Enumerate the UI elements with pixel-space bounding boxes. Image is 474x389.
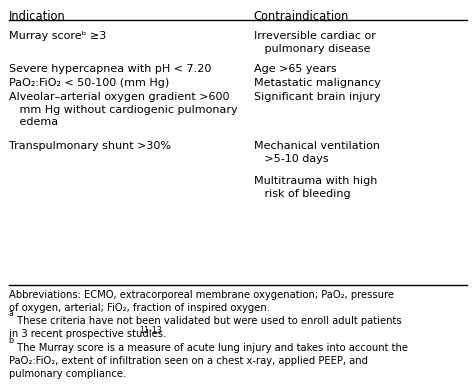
Text: b: b: [9, 336, 14, 345]
Text: These criteria have not been validated but were used to enroll adult patients: These criteria have not been validated b…: [14, 316, 402, 326]
Text: Alveolar–arterial oxygen gradient >600
   mm Hg without cardiogenic pulmonary
  : Alveolar–arterial oxygen gradient >600 m…: [9, 92, 237, 128]
Text: Contraindication: Contraindication: [254, 10, 349, 23]
Text: Murray scoreᵇ ≥3: Murray scoreᵇ ≥3: [9, 31, 106, 41]
Text: in 3 recent prospective studies.: in 3 recent prospective studies.: [9, 329, 166, 340]
Text: Irreversible cardiac or
   pulmonary disease: Irreversible cardiac or pulmonary diseas…: [254, 31, 375, 54]
Text: Transpulmonary shunt >30%: Transpulmonary shunt >30%: [9, 141, 171, 151]
Text: Age >65 years: Age >65 years: [254, 64, 336, 74]
Text: The Murray score is a measure of acute lung injury and takes into account the: The Murray score is a measure of acute l…: [14, 343, 408, 353]
Text: PaO₂:FiO₂ < 50-100 (mm Hg): PaO₂:FiO₂ < 50-100 (mm Hg): [9, 78, 169, 88]
Text: 11-13: 11-13: [139, 326, 162, 335]
Text: Severe hypercapnea with pH < 7.20: Severe hypercapnea with pH < 7.20: [9, 64, 211, 74]
Text: pulmonary compliance.: pulmonary compliance.: [9, 369, 126, 379]
Text: a: a: [9, 309, 13, 318]
Text: Metastatic malignancy: Metastatic malignancy: [254, 78, 381, 88]
Text: Indication: Indication: [9, 10, 65, 23]
Text: PaO₂:FiO₂, extent of infiltration seen on a chest x-ray, applied PEEP, and: PaO₂:FiO₂, extent of infiltration seen o…: [9, 356, 367, 366]
Text: Significant brain injury: Significant brain injury: [254, 92, 380, 102]
Text: Multitrauma with high
   risk of bleeding: Multitrauma with high risk of bleeding: [254, 176, 377, 199]
Text: of oxygen, arterial; FiO₂, fraction of inspired oxygen.: of oxygen, arterial; FiO₂, fraction of i…: [9, 303, 270, 313]
Text: Abbreviations: ECMO, extracorporeal membrane oxygenation; PaO₂, pressure: Abbreviations: ECMO, extracorporeal memb…: [9, 290, 393, 300]
Text: Mechanical ventilation
   >5-10 days: Mechanical ventilation >5-10 days: [254, 141, 380, 164]
